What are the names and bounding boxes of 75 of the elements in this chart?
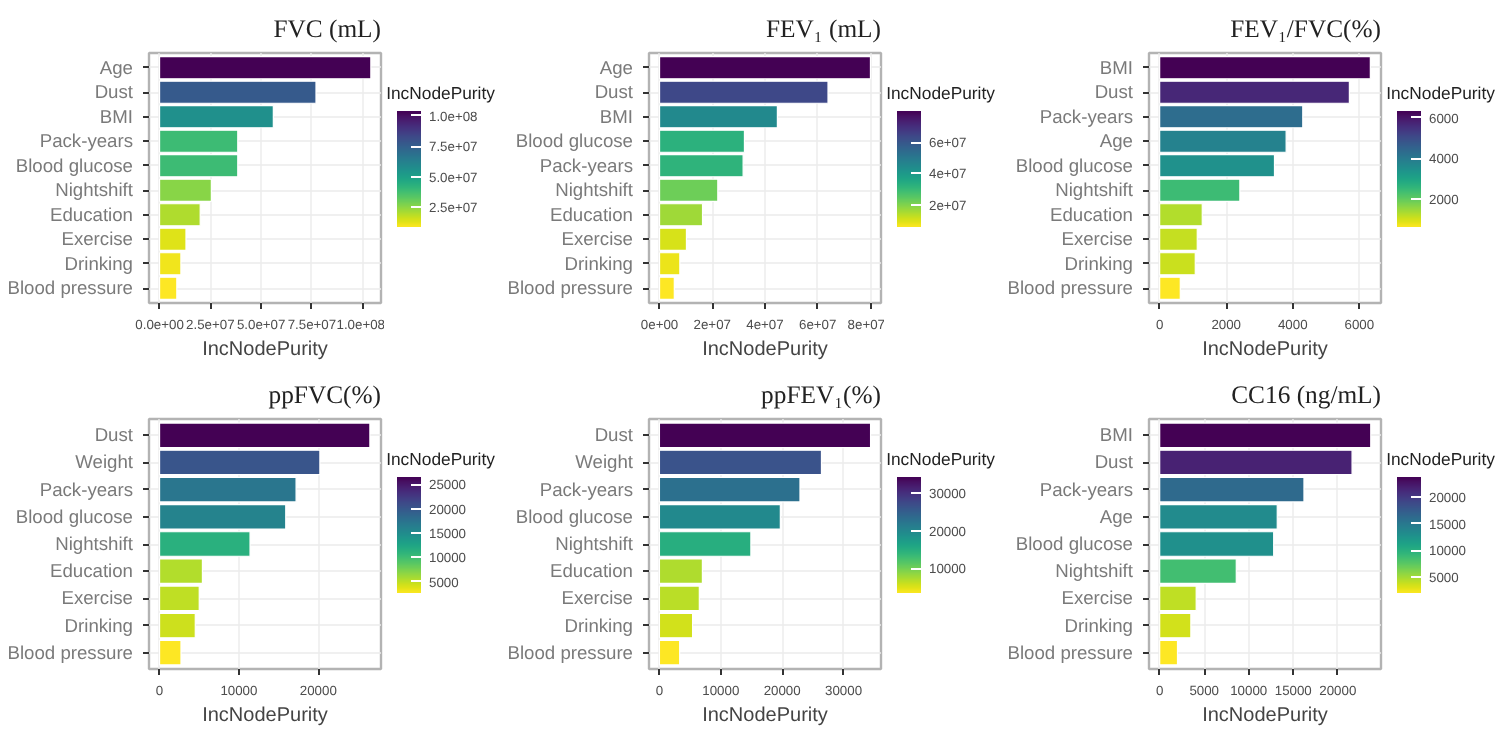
- y-tick-label: Weight: [75, 452, 134, 473]
- y-tick-label: Education: [550, 561, 634, 582]
- y-tick-label: Nightshift: [55, 534, 134, 554]
- color-bar-title: IncNodePurity: [1386, 449, 1497, 469]
- y-tick-label: BMI: [1099, 425, 1134, 446]
- y-tick-label: Exercise: [561, 229, 634, 250]
- color-bar-title: IncNodePurity: [886, 83, 997, 103]
- y-tick-label: Dust: [1094, 452, 1134, 473]
- y-tick-label: Exercise: [61, 229, 134, 250]
- y-tick-label: Drinking: [564, 615, 634, 636]
- y-tick-label: Pack-years: [39, 479, 134, 500]
- y-tick-label: Pack-years: [539, 155, 634, 176]
- y-tick-label: Age: [99, 57, 134, 78]
- y-tick-label: Blood glucose: [1015, 155, 1134, 176]
- y-tick-label: Nightshift: [55, 180, 134, 201]
- y-tick-label: Drinking: [1064, 615, 1134, 636]
- chart-title: FEV₁ (mL): [766, 15, 882, 43]
- y-tick-label: Exercise: [1061, 588, 1134, 609]
- y-tick-label: Pack-years: [539, 479, 634, 500]
- y-tick-label: Blood pressure: [7, 642, 134, 663]
- y-tick-label: Nightshift: [555, 534, 634, 554]
- y-tick-label: Blood pressure: [7, 278, 134, 299]
- color-bar-title: IncNodePurity: [886, 449, 997, 469]
- y-tick-label: Age: [1099, 131, 1134, 152]
- y-tick-label: Blood pressure: [1007, 642, 1134, 663]
- y-tick-label: Nightshift: [1055, 561, 1134, 582]
- x-axis-title: IncNodePurity: [1202, 339, 1328, 361]
- y-tick-label: Pack-years: [1039, 479, 1134, 500]
- y-tick-label: Blood pressure: [507, 642, 634, 663]
- y-tick-label: Dust: [94, 425, 134, 446]
- y-tick-label: Weight: [575, 452, 634, 473]
- y-tick-label: Dust: [1094, 82, 1134, 103]
- y-tick-label: Blood glucose: [15, 506, 134, 527]
- x-axis-title: IncNodePurity: [202, 339, 328, 361]
- y-tick-label: Education: [1050, 204, 1134, 225]
- chart-title: FEV₁/FVC(%): [1230, 15, 1382, 43]
- x-axis-title: IncNodePurity: [702, 339, 828, 361]
- x-axis-title: IncNodePurity: [202, 705, 328, 727]
- y-tick-label: Drinking: [564, 253, 634, 274]
- y-tick-label: Blood pressure: [507, 278, 634, 299]
- chart-title: ppFEV₁(%): [761, 381, 882, 409]
- y-tick-label: Nightshift: [1055, 180, 1134, 201]
- x-axis-title: IncNodePurity: [702, 705, 828, 727]
- y-tick-label: Blood pressure: [1007, 278, 1134, 299]
- y-tick-label: Education: [50, 561, 134, 582]
- y-tick-label: Pack-years: [1039, 106, 1134, 127]
- y-tick-label: Age: [1099, 506, 1134, 527]
- y-tick-label: BMI: [99, 106, 134, 127]
- color-bar-title: IncNodePurity: [386, 83, 497, 103]
- y-tick-label: Education: [50, 204, 134, 225]
- y-tick-label: Dust: [594, 425, 634, 446]
- chart-title: FVC (mL): [273, 15, 382, 43]
- color-bar-title: IncNodePurity: [1386, 83, 1497, 103]
- y-tick-label: Drinking: [64, 253, 134, 274]
- y-tick-label: Age: [599, 57, 634, 78]
- y-tick-label: Blood glucose: [515, 506, 634, 527]
- y-tick-label: BMI: [599, 106, 634, 127]
- y-tick-label: Blood glucose: [515, 131, 634, 152]
- y-tick-label: Blood glucose: [15, 155, 134, 176]
- color-bar-title: IncNodePurity: [386, 449, 497, 469]
- chart-title: ppFVC(%): [268, 381, 381, 409]
- y-tick-label: Dust: [594, 82, 634, 103]
- y-tick-label: Exercise: [61, 588, 134, 609]
- y-tick-label: Nightshift: [555, 180, 634, 201]
- y-tick-label: Exercise: [1061, 229, 1134, 250]
- y-tick-label: Exercise: [561, 588, 634, 609]
- chart-title: CC16 (ng/mL): [1231, 381, 1382, 409]
- y-tick-label: Education: [550, 204, 634, 225]
- y-tick-label: BMI: [1099, 57, 1134, 78]
- y-tick-label: Dust: [94, 82, 134, 103]
- y-tick-label: Blood glucose: [1015, 534, 1134, 554]
- y-tick-label: Drinking: [64, 615, 134, 636]
- x-axis-title: IncNodePurity: [1202, 705, 1328, 727]
- y-tick-label: Pack-years: [39, 131, 134, 152]
- y-tick-label: Drinking: [1064, 253, 1134, 274]
